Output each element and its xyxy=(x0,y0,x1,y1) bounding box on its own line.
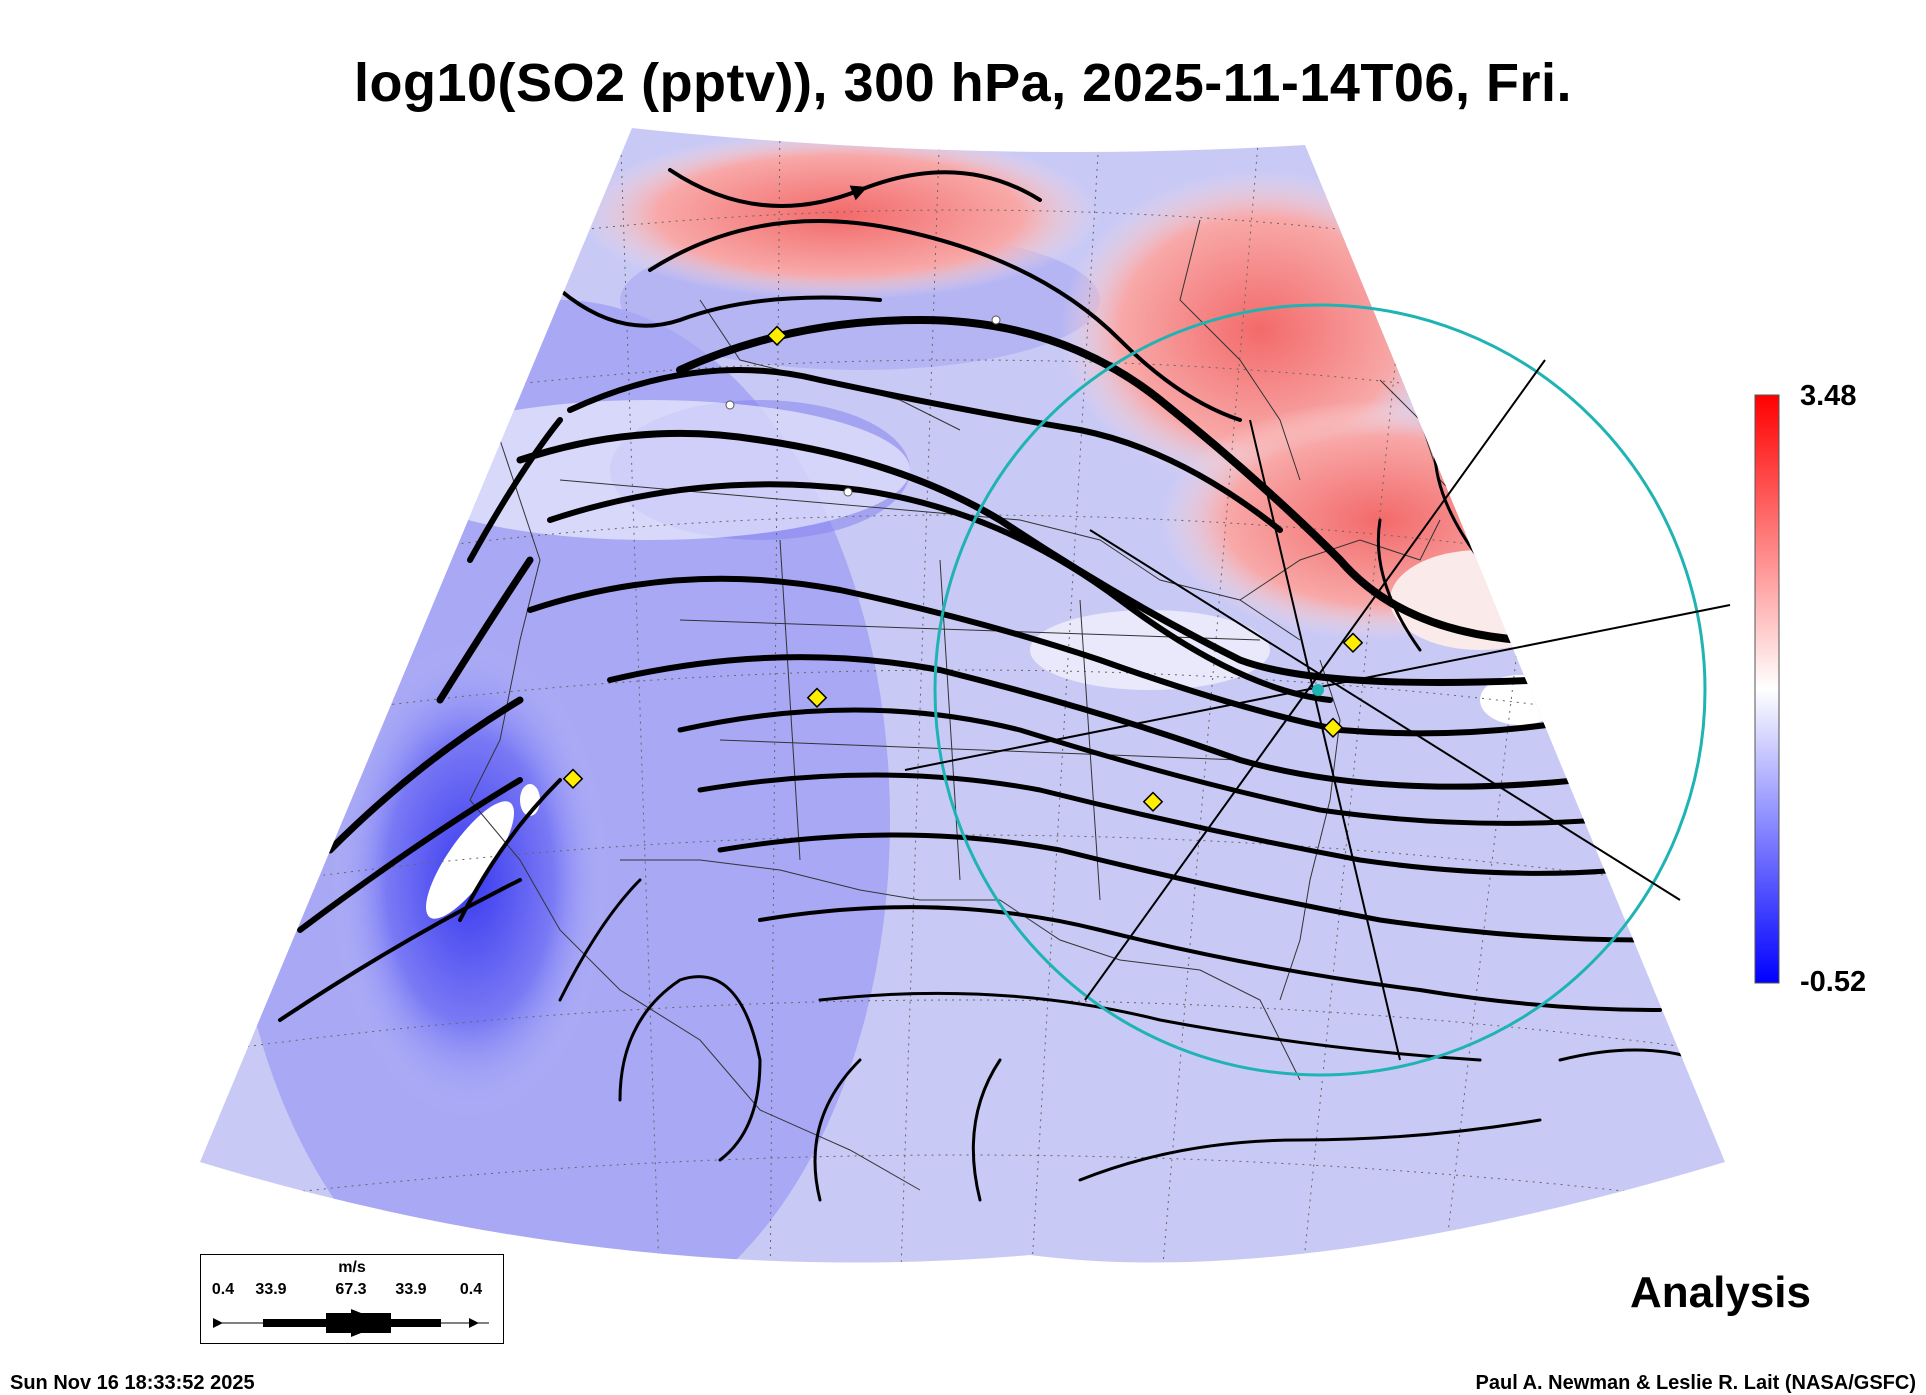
star-icon xyxy=(991,315,1001,325)
station-marker-icon xyxy=(562,768,584,789)
star-icon xyxy=(725,400,735,410)
range-overlay xyxy=(904,303,1731,1077)
station-marker-icon xyxy=(1142,791,1164,812)
station-markers xyxy=(562,325,1364,812)
station-marker-icon xyxy=(1322,717,1344,738)
station-marker-icon xyxy=(766,325,788,346)
station-marker-icon xyxy=(1342,632,1364,653)
legend-unit: m/s xyxy=(338,1259,366,1276)
legend-tick: 67.3 xyxy=(335,1281,367,1298)
map-title: log10(SO2 (pptv)), 300 hPa, 2025-11-14T0… xyxy=(354,53,1572,113)
footer-timestamp: Sun Nov 16 18:33:52 2025 xyxy=(10,1372,255,1394)
range-circle xyxy=(933,303,1707,1077)
legend-tick: 0.4 xyxy=(211,1281,235,1298)
wind-speed-legend: m/s 0.4 33.9 67.3 33.9 0.4 xyxy=(200,1254,504,1344)
colorbar-max-label: 3.48 xyxy=(1800,380,1857,412)
legend-tick: 33.9 xyxy=(255,1281,287,1298)
product-label: Analysis xyxy=(1630,1268,1811,1317)
colorbar xyxy=(1754,394,1780,984)
city-star-markers xyxy=(725,315,1001,497)
footer-credit: Paul A. Newman & Leslie R. Lait (NASA/GS… xyxy=(1475,1372,1916,1394)
center-star-icon xyxy=(1312,684,1324,696)
station-marker-icon xyxy=(806,687,828,708)
legend-tick: 33.9 xyxy=(395,1281,427,1298)
star-icon xyxy=(843,487,853,497)
legend-arrow-scale xyxy=(213,1309,489,1337)
colorbar-min-label: -0.52 xyxy=(1800,966,1867,998)
legend-tick: 0.4 xyxy=(459,1281,483,1298)
